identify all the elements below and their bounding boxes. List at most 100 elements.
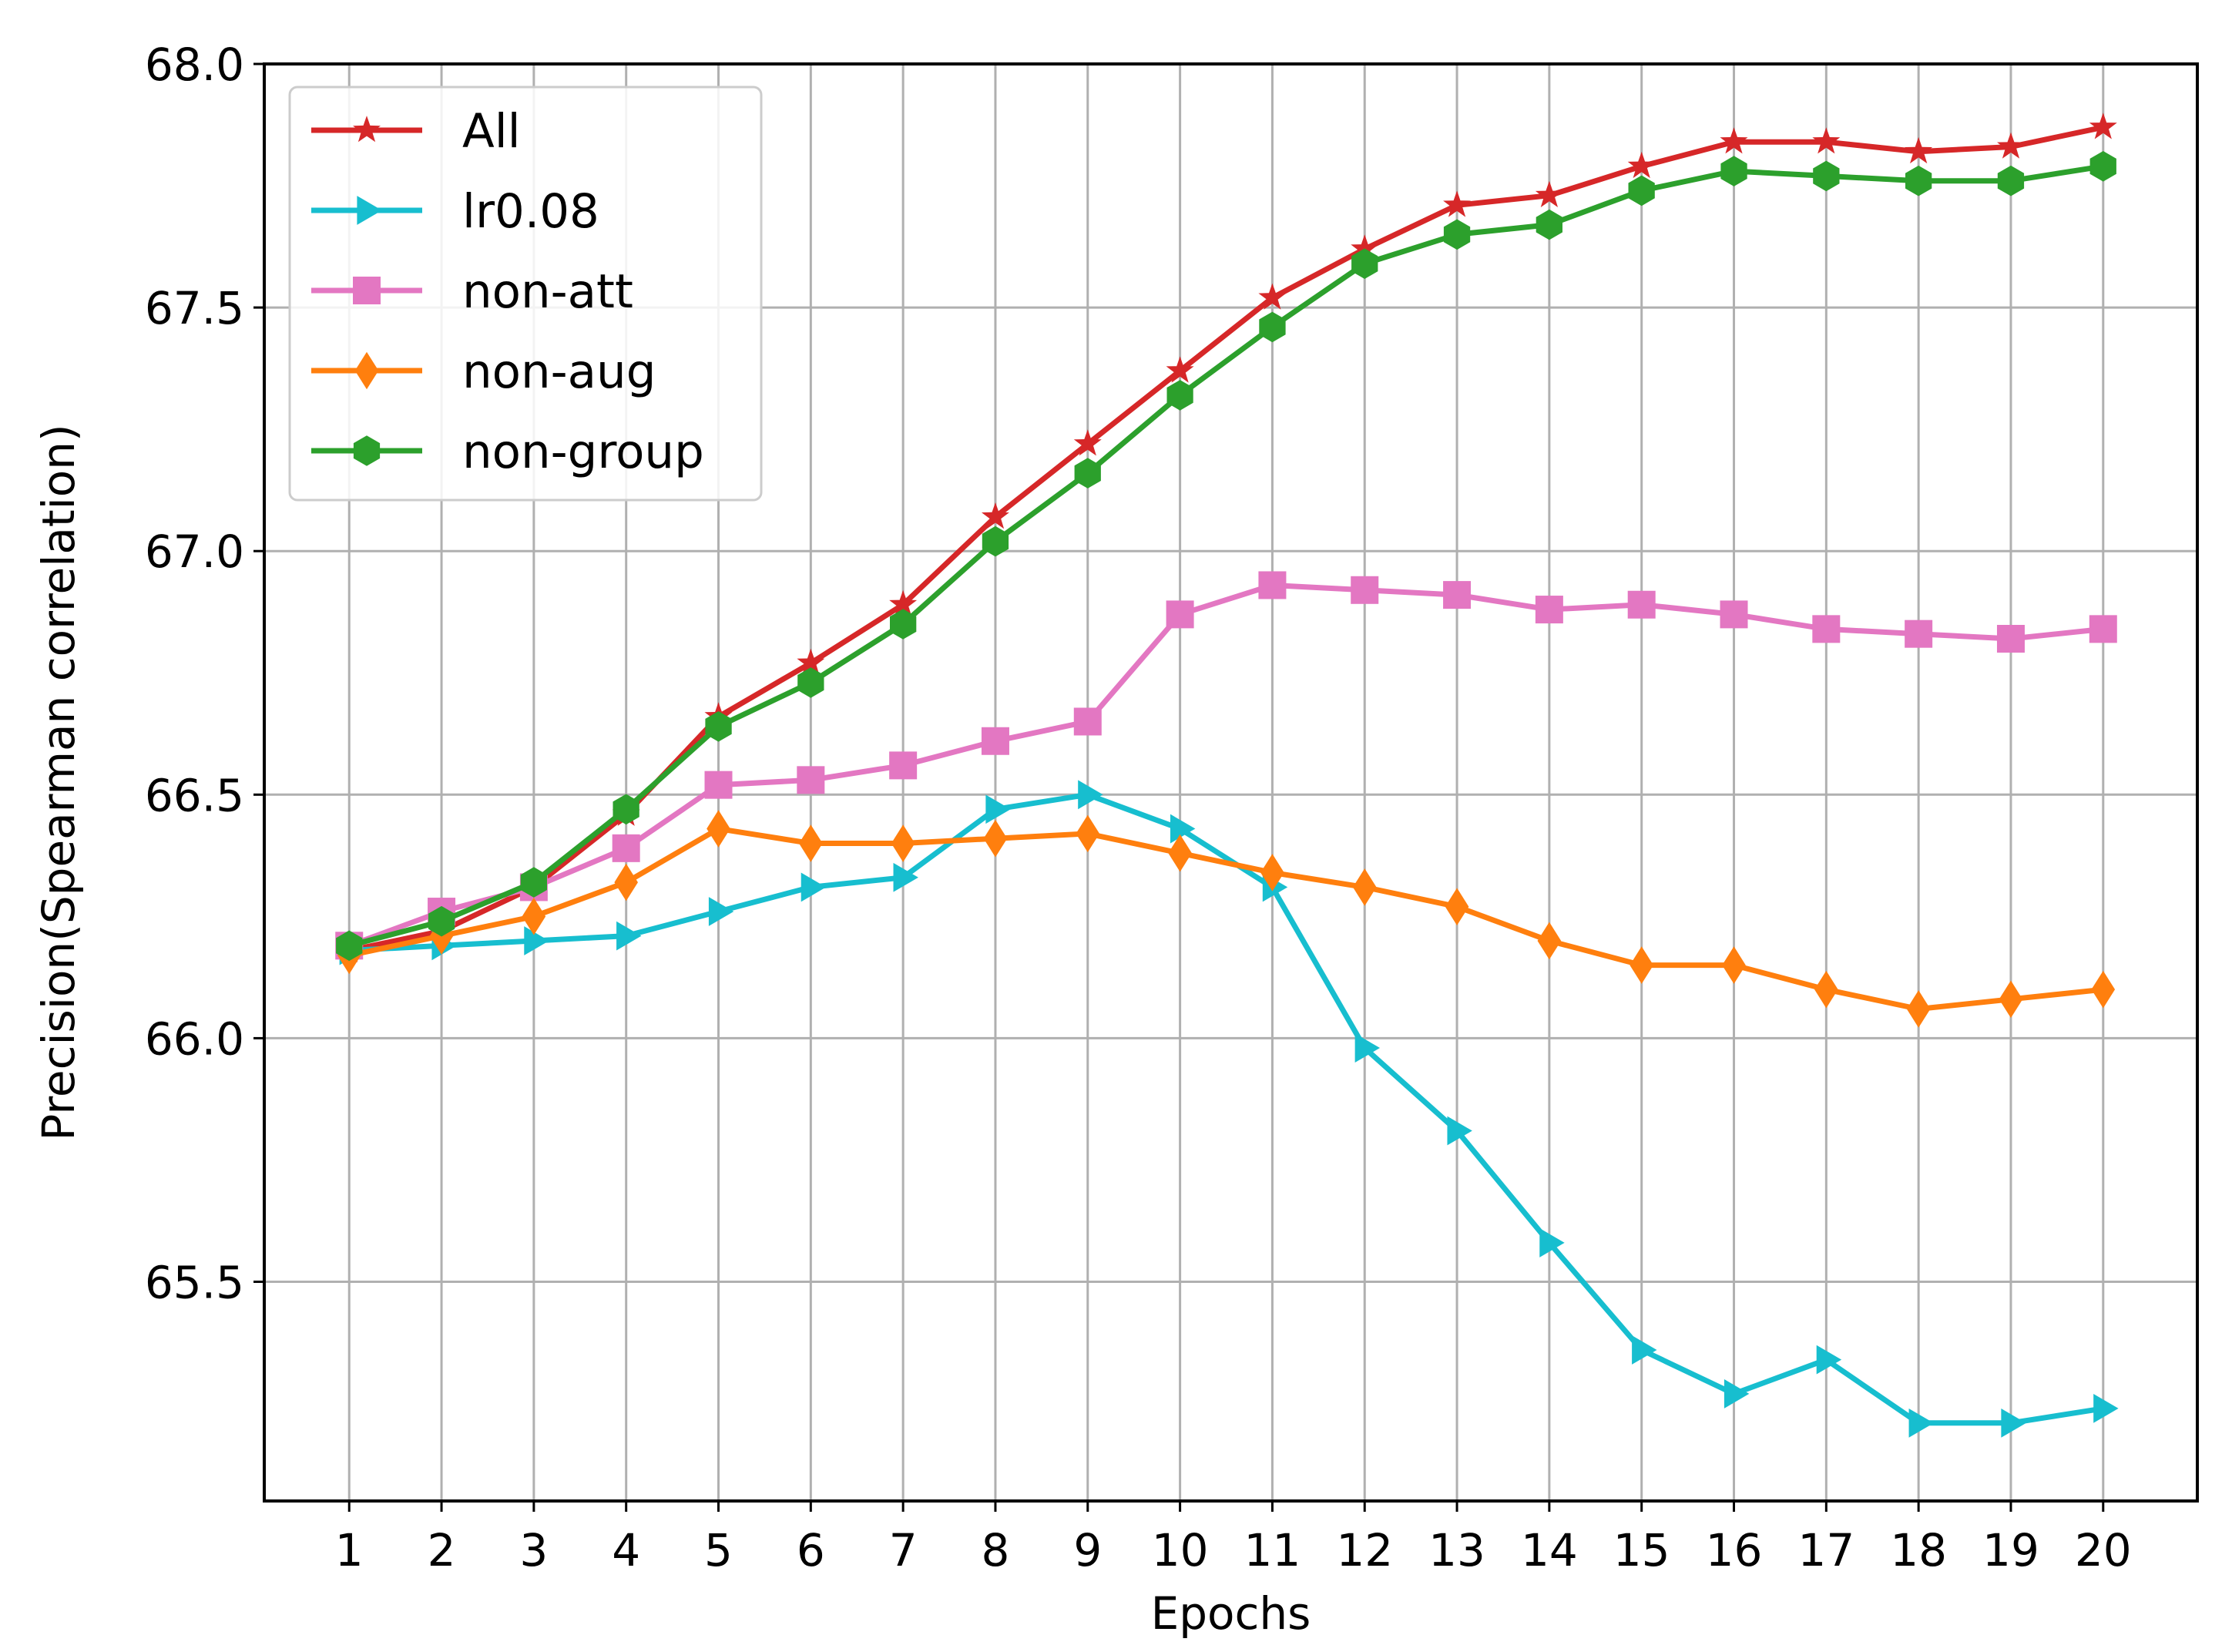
series-line-lr0-08 <box>346 791 2106 1426</box>
data-point-non-aug <box>1906 990 1931 1028</box>
legend-label-non-group: non-group <box>462 425 704 479</box>
data-point-all <box>1997 132 2025 159</box>
plot-frame <box>263 62 2199 1503</box>
data-point-non-att <box>612 834 640 862</box>
data-point-all <box>1443 190 1471 217</box>
data-point-non-att <box>1535 596 1563 624</box>
x-tick-label: 7 <box>889 1524 918 1576</box>
x-tick-label: 17 <box>1797 1524 1854 1576</box>
data-point-lr0-08 <box>1724 1379 1750 1409</box>
data-point-non-aug <box>1445 888 1469 926</box>
x-tick-label: 5 <box>704 1524 733 1576</box>
data-point-lr0-08 <box>893 862 918 892</box>
data-point-non-att <box>2089 615 2117 643</box>
data-point-non-aug <box>1537 922 1562 960</box>
legend-label-all: All <box>462 104 521 159</box>
series-non-group <box>336 151 2116 962</box>
data-point-non-group <box>1166 380 1193 411</box>
data-point-lr0-08 <box>1078 780 1103 810</box>
data-point-non-aug <box>1352 868 1377 906</box>
data-point-non-group <box>1813 160 1840 192</box>
data-point-all <box>982 502 1009 529</box>
y-tick-label: 66.0 <box>145 1012 244 1065</box>
data-point-non-aug <box>1814 970 1838 1009</box>
legend: All lr0.08 non-att non-aug non-group <box>288 86 763 502</box>
data-point-lr0-08 <box>1908 1408 1934 1438</box>
data-point-non-att <box>1258 571 1287 599</box>
legend-label-lr0-08: lr0.08 <box>462 184 599 239</box>
x-tick-label: 4 <box>612 1524 640 1576</box>
x-tick-label: 6 <box>797 1524 825 1576</box>
legend-item-lr0-08: lr0.08 <box>311 184 599 239</box>
data-point-lr0-08 <box>1539 1228 1565 1257</box>
legend-marker-non-aug <box>354 351 379 390</box>
data-point-lr0-08 <box>2001 1408 2026 1438</box>
data-point-non-aug <box>707 810 730 848</box>
x-tick-label: 10 <box>1152 1524 1209 1576</box>
data-point-non-group <box>1074 458 1101 489</box>
data-point-non-aug <box>799 824 823 862</box>
data-point-non-att <box>981 727 1009 755</box>
data-point-all <box>1351 234 1379 261</box>
data-point-non-group <box>1997 165 2025 196</box>
x-tick-label: 13 <box>1428 1524 1485 1576</box>
data-point-non-att <box>1166 600 1194 629</box>
data-point-non-att <box>1443 581 1472 609</box>
data-point-non-aug <box>1076 814 1100 853</box>
data-point-non-att <box>1905 620 1933 648</box>
legend-marker-lr0-08 <box>357 196 382 225</box>
data-point-all <box>2089 112 2117 139</box>
data-point-all <box>797 648 825 675</box>
data-point-all <box>1166 356 1194 383</box>
data-point-non-aug <box>1630 946 1653 984</box>
data-point-non-att <box>1351 576 1379 604</box>
data-point-non-group <box>428 905 455 937</box>
data-point-all <box>889 589 918 616</box>
legend-item-all: All <box>311 104 521 159</box>
data-point-lr0-08 <box>616 921 642 951</box>
data-point-non-att <box>1627 590 1656 619</box>
data-point-non-aug <box>891 824 915 862</box>
data-point-non-aug <box>614 863 638 902</box>
series-line-non-group <box>346 163 2106 949</box>
data-point-non-group <box>1720 156 1747 186</box>
legend-label-non-aug: non-aug <box>462 344 656 399</box>
x-tick-label: 9 <box>1073 1524 1102 1576</box>
data-point-non-att <box>1996 625 2025 653</box>
data-point-lr0-08 <box>1447 1116 1472 1146</box>
series-line-non-aug <box>346 826 2106 1012</box>
data-point-non-aug <box>2091 970 2116 1009</box>
data-point-all <box>1905 136 1933 164</box>
y-tick-label: 67.5 <box>145 282 244 334</box>
series-non-aug <box>337 810 2116 1028</box>
x-tick-label: 1 <box>335 1524 364 1576</box>
x-tick-label: 18 <box>1890 1524 1947 1576</box>
data-point-non-group <box>1351 248 1378 279</box>
legend-box <box>288 86 763 502</box>
data-point-lr0-08 <box>2093 1393 2119 1423</box>
legend-label-non-att: non-att <box>462 264 633 319</box>
data-point-lr0-08 <box>1354 1033 1381 1063</box>
data-point-all <box>1627 151 1656 179</box>
legend-marker-non-att <box>353 277 381 304</box>
data-point-all <box>1812 127 1841 154</box>
data-point-lr0-08 <box>708 897 734 926</box>
data-point-non-att <box>889 751 918 780</box>
data-point-non-group <box>890 609 917 640</box>
series-line-non-att <box>346 583 2106 949</box>
data-point-non-group <box>1905 165 1932 196</box>
legend-marker-non-group <box>353 435 381 466</box>
data-point-non-aug <box>1999 980 2023 1019</box>
legend-item-non-aug: non-aug <box>311 344 656 399</box>
data-point-all <box>1535 180 1563 207</box>
x-tick-label: 3 <box>519 1524 548 1576</box>
data-point-lr0-08 <box>524 926 549 955</box>
legend-item-non-att: non-att <box>311 264 633 319</box>
x-axis-title: Epochs <box>1151 1587 1311 1640</box>
data-point-lr0-08 <box>1170 814 1196 844</box>
data-point-non-group <box>982 525 1009 557</box>
data-point-non-group <box>520 867 547 898</box>
data-point-non-group <box>797 667 824 698</box>
legend-item-non-group: non-group <box>311 425 704 479</box>
data-point-lr0-08 <box>1816 1345 1842 1375</box>
